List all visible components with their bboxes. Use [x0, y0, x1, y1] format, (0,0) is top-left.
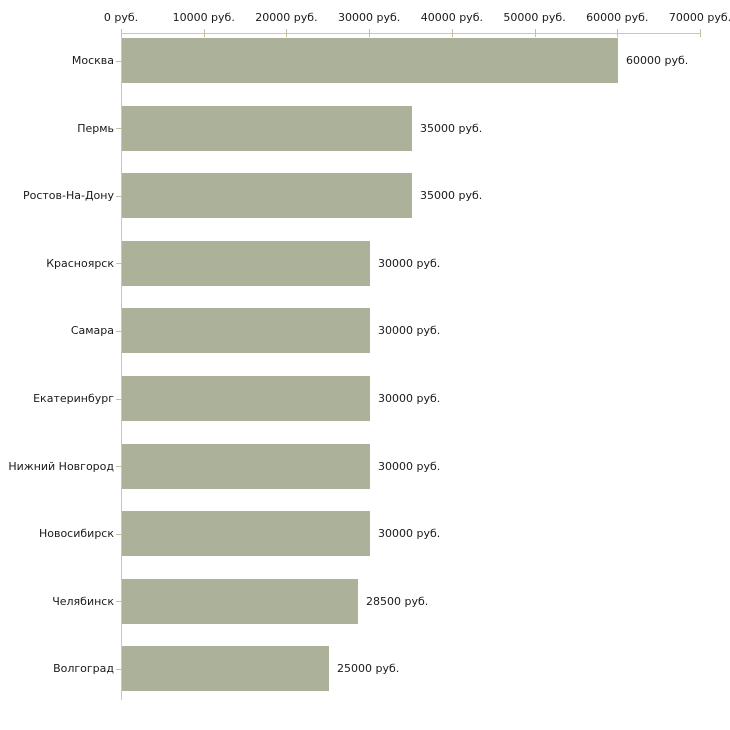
bar [122, 173, 412, 218]
x-axis-tick-label: 60000 руб. [586, 11, 649, 24]
y-axis-tick-mark [116, 128, 122, 129]
x-axis-tick-label: 50000 руб. [503, 11, 566, 24]
category-label: Нижний Новгород [8, 460, 114, 473]
bar [122, 38, 618, 83]
category-label: Красноярск [46, 257, 114, 270]
category-label: Москва [71, 54, 114, 67]
bar-value-label: 35000 руб. [420, 122, 483, 135]
bar [122, 511, 370, 556]
y-axis-tick-mark [116, 399, 122, 400]
category-label: Екатеринбург [33, 392, 114, 405]
bar-value-label: 60000 руб. [626, 54, 689, 67]
bar-value-label: 30000 руб. [378, 460, 441, 473]
x-axis-tick-label: 10000 руб. [172, 11, 235, 24]
bar-value-label: 30000 руб. [378, 527, 441, 540]
x-axis-tick-mark [700, 29, 701, 37]
bar [122, 579, 358, 624]
x-axis-tick-label: 30000 руб. [338, 11, 401, 24]
category-label: Волгоград [53, 662, 114, 675]
category-label: Пермь [77, 122, 114, 135]
category-label: Самара [70, 324, 114, 337]
y-axis-tick-mark [116, 534, 122, 535]
bar [122, 308, 370, 353]
category-label: Ростов-На-Дону [22, 189, 114, 202]
x-axis-tick-mark [535, 29, 536, 37]
x-axis-tick-mark [369, 29, 370, 37]
bar-value-label: 25000 руб. [337, 662, 400, 675]
bar [122, 646, 329, 691]
x-axis-tick-mark [617, 29, 618, 37]
bar [122, 241, 370, 286]
bar [122, 376, 370, 421]
x-axis-tick-mark [204, 29, 205, 37]
bar-value-label: 30000 руб. [378, 324, 441, 337]
x-axis-tick-mark [452, 29, 453, 37]
category-label: Новосибирск [38, 527, 114, 540]
x-axis-tick-label: 20000 руб. [255, 11, 318, 24]
y-axis-tick-mark [116, 331, 122, 332]
x-axis-tick-label: 70000 руб. [668, 11, 730, 24]
bar [122, 444, 370, 489]
bar-value-label: 35000 руб. [420, 189, 483, 202]
y-axis-tick-mark [116, 466, 122, 467]
x-axis-line [121, 33, 701, 34]
x-axis-tick-mark [121, 29, 122, 37]
bar-value-label: 30000 руб. [378, 392, 441, 405]
x-axis-tick-label: 0 руб. [103, 11, 139, 24]
x-axis-tick-mark [286, 29, 287, 37]
y-axis-line [121, 33, 122, 700]
category-label: Челябинск [52, 595, 114, 608]
y-axis-tick-mark [116, 601, 122, 602]
y-axis-tick-mark [116, 263, 122, 264]
y-axis-tick-mark [116, 669, 122, 670]
bar-value-label: 28500 руб. [366, 595, 429, 608]
x-axis-tick-label: 40000 руб. [420, 11, 483, 24]
y-axis-tick-mark [116, 61, 122, 62]
y-axis-tick-mark [116, 196, 122, 197]
bar [122, 106, 412, 151]
bar-value-label: 30000 руб. [378, 257, 441, 270]
